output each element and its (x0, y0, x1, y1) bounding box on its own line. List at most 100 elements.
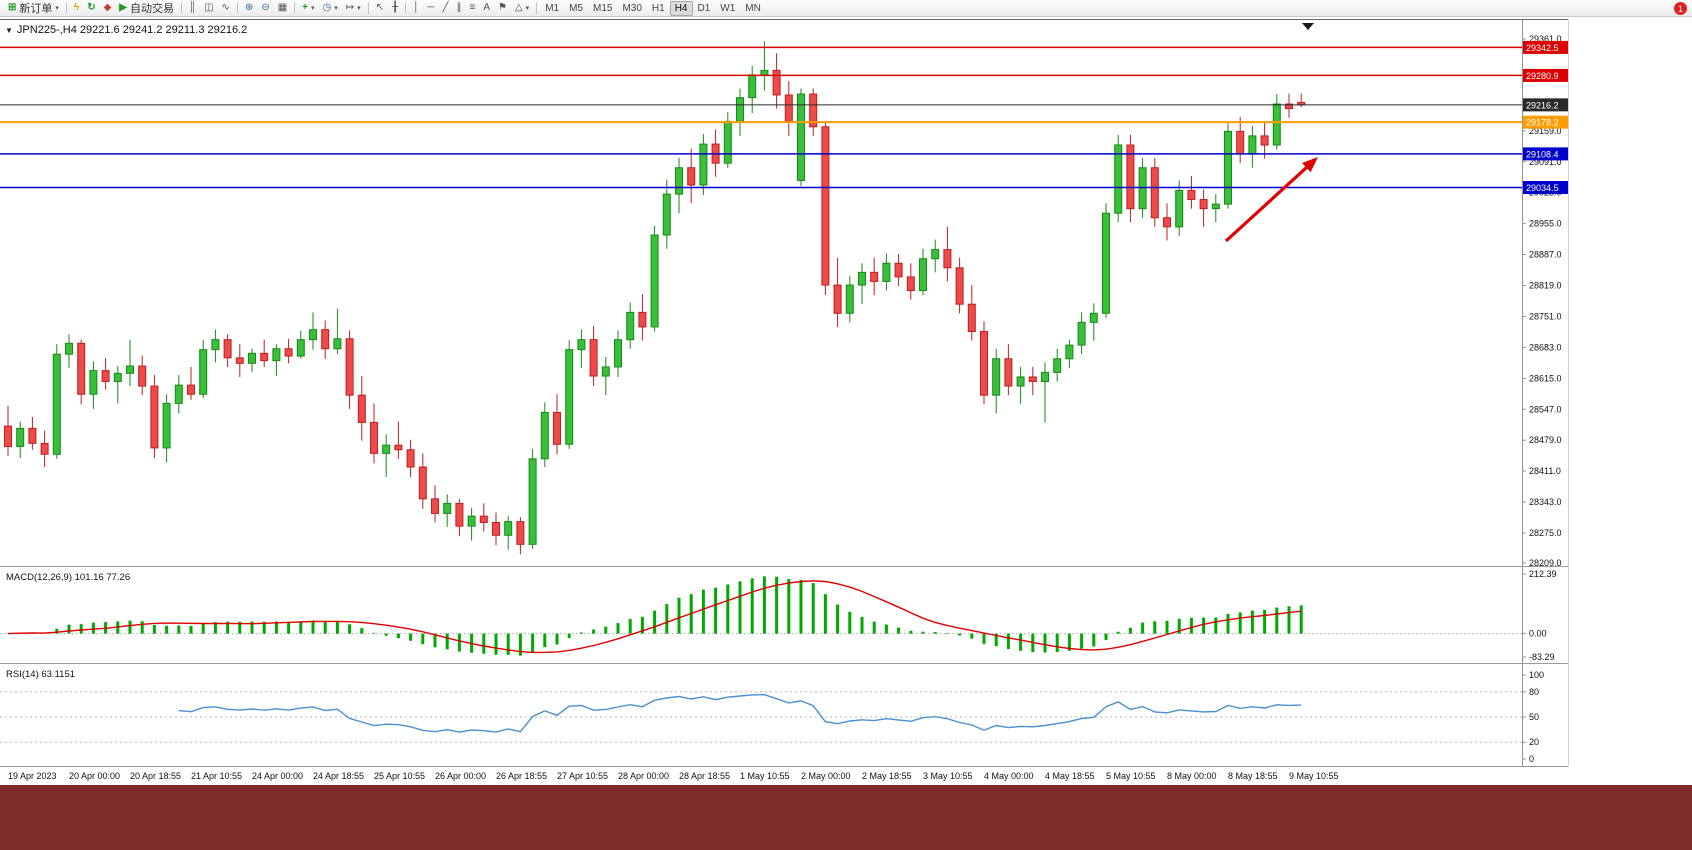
svg-text:29091.0: 29091.0 (1529, 157, 1562, 167)
toolbar-separator (294, 2, 296, 14)
time-label: 19 Apr 2023 (8, 771, 57, 781)
toolbar-separator (236, 2, 238, 14)
macd-group (0, 576, 1522, 656)
time-label: 27 Apr 10:55 (557, 771, 609, 781)
symbol-dropdown-icon[interactable]: ▼ (5, 25, 13, 35)
chevron-down-icon: ▾ (55, 5, 59, 12)
time-label: 24 Apr 00:00 (252, 771, 304, 781)
lightning-button[interactable]: ϟ (70, 0, 83, 16)
auto-trading-label: 自动交易 (130, 3, 174, 15)
svg-text:29108.4: 29108.4 (1526, 149, 1559, 159)
svg-text:28479.0: 28479.0 (1529, 435, 1562, 445)
chart-title: ▼ JPN225-,H4 29221.6 29241.2 29211.3 292… (5, 24, 247, 36)
shapes-button[interactable]: △ ▾ (511, 0, 533, 16)
time-label: 20 Apr 18:55 (130, 771, 182, 781)
notification-badge[interactable]: 1 (1674, 2, 1687, 15)
timeframe-d1-button[interactable]: D1 (697, 2, 711, 14)
channel-button[interactable]: ∥ (452, 0, 465, 16)
new-order-button[interactable]: ⊞ 新订单 ▾ (4, 0, 63, 16)
clock-icon: ◷ (322, 2, 332, 13)
svg-text:28209.0: 28209.0 (1529, 558, 1562, 568)
time-label: 2 May 00:00 (801, 771, 851, 781)
macd-label: MACD(12,26,9) 101.16 77.26 (6, 572, 131, 583)
lightning-icon: ϟ (73, 2, 80, 13)
terminal-icon: ◆ (103, 2, 112, 13)
svg-text:80: 80 (1529, 687, 1539, 697)
label-button[interactable]: ⚑ (494, 0, 511, 16)
toolbar-separator (536, 2, 538, 14)
label-icon: ⚑ (498, 2, 507, 13)
crosshair-icon: ╂ (392, 2, 399, 13)
toolbar: ⊞ 新订单 ▾ ϟ ↻ ◆ ▶ 自动交易 ║ ◫ ∿ ⊕ ⊖ ▦ + ▾ ◷ ▾… (0, 0, 1692, 17)
zoom-in-button[interactable]: ⊕ (241, 0, 257, 16)
fibonacci-button[interactable]: ≡ (465, 0, 479, 16)
auto-trading-button[interactable]: ▶ 自动交易 (115, 0, 178, 16)
svg-text:28683.0: 28683.0 (1529, 342, 1562, 352)
time-axis[interactable]: 19 Apr 2023 20 Apr 00:00 20 Apr 18:55 21 Ap… (0, 768, 1692, 785)
time-label: 5 May 10:55 (1106, 771, 1156, 781)
indicators-button[interactable]: + ▾ (298, 0, 318, 16)
cursor-icon: ↖ (375, 2, 385, 13)
bar-chart-icon: ║ (189, 2, 197, 13)
time-label: 1 May 10:55 (740, 771, 790, 781)
svg-text:28275.0: 28275.0 (1529, 528, 1562, 538)
horizontal-line-button[interactable]: ─ (423, 0, 438, 16)
svg-text:28343.0: 28343.0 (1529, 497, 1562, 507)
timeframe-mn-button[interactable]: MN (745, 2, 761, 14)
time-label: 20 Apr 00:00 (69, 771, 121, 781)
timeframe-m30-button[interactable]: M30 (622, 2, 642, 14)
svg-text:28955.0: 28955.0 (1529, 219, 1562, 229)
scroll-to-end-marker[interactable] (1302, 23, 1314, 30)
chart-canvas[interactable]: 29361.029159.029091.029023.028955.028887… (0, 17, 1692, 768)
chevron-down-icon: ▾ (357, 5, 361, 12)
bar-chart-button[interactable]: ║ (185, 0, 200, 16)
timeframe-w1-button[interactable]: W1 (720, 2, 736, 14)
svg-text:212.39: 212.39 (1529, 569, 1557, 579)
periods-button[interactable]: ◷ ▾ (319, 0, 342, 16)
timeframe-m5-button[interactable]: M5 (569, 2, 583, 14)
crosshair-button[interactable]: ╂ (388, 0, 402, 16)
svg-text:100: 100 (1529, 670, 1544, 680)
tile-windows-icon: ▦ (277, 2, 288, 13)
hlines-group[interactable]: 29342.5 29280.9 29216.2 29178.2 29108.4 29034… (0, 40, 1568, 195)
add-indicator-icon: + (302, 2, 309, 13)
svg-text:-83.29: -83.29 (1529, 652, 1555, 662)
svg-text:20: 20 (1529, 737, 1539, 747)
new-order-label: 新订单 (19, 3, 53, 15)
vertical-line-button[interactable]: │ (409, 0, 423, 16)
trend-arrow[interactable] (1224, 157, 1318, 243)
chart-ohlc-text: JPN225-,H4 29221.6 29241.2 29211.3 29216… (16, 24, 248, 36)
time-label: 25 Apr 10:55 (374, 771, 426, 781)
chevron-down-icon: ▾ (311, 5, 315, 12)
trendline-button[interactable]: ╱ (438, 0, 452, 16)
tile-windows-button[interactable]: ▦ (274, 0, 291, 16)
timeframe-h1-button[interactable]: H1 (651, 2, 665, 14)
timeframe-m1-button[interactable]: M1 (545, 2, 560, 14)
time-label: 28 Apr 00:00 (618, 771, 670, 781)
svg-text:29159.0: 29159.0 (1529, 126, 1562, 136)
time-label: 3 May 10:55 (923, 771, 973, 781)
chart-area[interactable]: 29361.029159.029091.029023.028955.028887… (0, 17, 1692, 768)
rsi-group (0, 691, 1522, 743)
rsi-label: RSI(14) 63.1151 (6, 669, 76, 680)
terminal-button[interactable]: ◆ (100, 0, 116, 16)
vertical-line-icon: │ (413, 2, 420, 13)
line-chart-button[interactable]: ∿ (218, 0, 234, 16)
fibonacci-icon: ≡ (469, 2, 476, 13)
candlestick-chart-button[interactable]: ◫ (200, 0, 217, 16)
timeframe-m15-button[interactable]: M15 (593, 2, 613, 14)
time-label: 26 Apr 00:00 (435, 771, 487, 781)
timeframe-h4-button[interactable]: H4 (669, 0, 693, 16)
toolbar-separator (367, 2, 369, 14)
text-button[interactable]: A (479, 0, 494, 16)
svg-text:29034.5: 29034.5 (1526, 183, 1559, 193)
svg-text:29216.2: 29216.2 (1526, 100, 1559, 110)
templates-button[interactable]: ↦ ▾ (342, 0, 365, 16)
play-icon: ▶ (119, 2, 127, 13)
time-label: 8 May 18:55 (1228, 771, 1278, 781)
new-order-icon: ⊞ (8, 2, 17, 13)
cursor-button[interactable]: ↖ (372, 0, 388, 16)
svg-text:50: 50 (1529, 712, 1539, 722)
refresh-button[interactable]: ↻ (83, 0, 99, 16)
zoom-out-button[interactable]: ⊖ (257, 0, 273, 16)
